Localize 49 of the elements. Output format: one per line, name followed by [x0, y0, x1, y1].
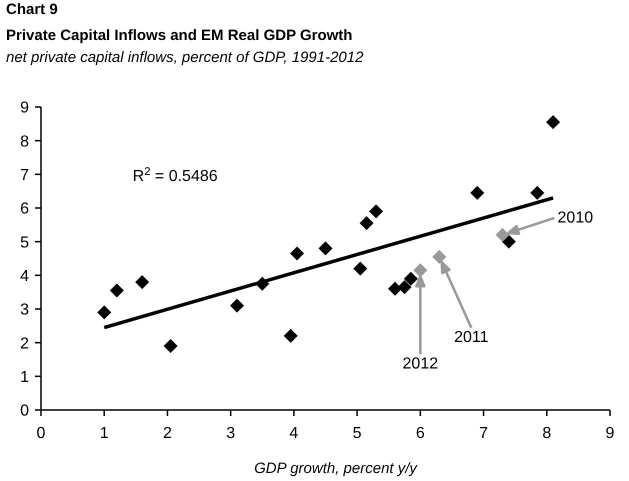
- point: [530, 186, 544, 200]
- x-tick-label: 0: [36, 425, 46, 442]
- point: [135, 275, 150, 290]
- y-tick-label: 0: [20, 402, 30, 420]
- point: [398, 280, 412, 294]
- point: [413, 263, 428, 278]
- y-tick-label: 8: [20, 133, 30, 150]
- point: [97, 305, 112, 320]
- x-tick-label: 2: [162, 425, 172, 442]
- point: [353, 262, 368, 276]
- annotation: 2010: [558, 210, 594, 227]
- x-tick-label: 5: [352, 425, 362, 442]
- y-tick-label: 7: [20, 166, 30, 184]
- point: [290, 246, 304, 260]
- y-tick-label: 6: [20, 200, 30, 218]
- x-tick-label: 6: [416, 425, 425, 442]
- y-tick-label: 2: [20, 335, 30, 352]
- x-tick-label: 7: [479, 425, 488, 442]
- chart-title: Private Capital Inflows and EM Real GDP Growth: [6, 27, 352, 44]
- point: [432, 250, 446, 264]
- y-tick-label: 4: [20, 268, 30, 285]
- y-tick-label: 3: [20, 302, 30, 319]
- y-tick-label: 1: [20, 368, 30, 386]
- x-axis-title: GDP growth, percent y/y: [254, 460, 418, 477]
- caption: Chart 9: [6, 1, 58, 18]
- point: [470, 186, 484, 200]
- point: [546, 115, 560, 130]
- x-tick-label: 4: [289, 425, 298, 442]
- point: [388, 282, 402, 296]
- x-tick-label: 3: [226, 425, 236, 442]
- point: [502, 234, 516, 249]
- annotation: 2011: [454, 328, 489, 346]
- point: [318, 241, 332, 256]
- x-tick-label: 9: [606, 425, 615, 442]
- point: [164, 339, 178, 354]
- x-tick-label: 1: [100, 425, 109, 442]
- point: [110, 283, 124, 298]
- point: [230, 298, 244, 313]
- point: [369, 204, 384, 218]
- annotation: 2012: [402, 355, 438, 372]
- annotation: R$^{2}$ = 0.5486: [132, 166, 218, 186]
- point: [496, 228, 510, 242]
- chart-subtitle: net private capital inflows, percent of GDP, 1991-2012: [6, 49, 364, 66]
- y-tick-label: 9: [20, 100, 30, 117]
- point: [404, 272, 418, 286]
- point: [360, 216, 374, 230]
- point: [284, 328, 298, 343]
- y-tick-label: 5: [20, 234, 30, 252]
- x-tick-label: 8: [542, 425, 552, 442]
